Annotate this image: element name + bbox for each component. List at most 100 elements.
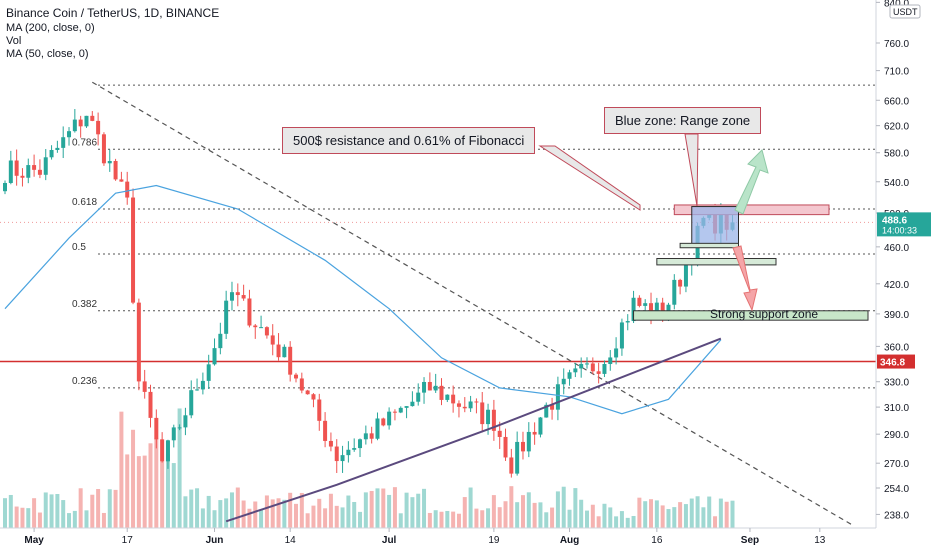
ma50-line [4,184,722,415]
volume-bar [20,507,25,528]
candle-body [142,381,147,392]
candle-body [404,406,409,408]
level-badge [877,354,915,369]
volume-bar [730,500,735,528]
indicator-vol[interactable]: Vol [6,35,22,47]
volume-bar [305,513,310,528]
candle-body [96,120,101,135]
volume-bar [701,507,706,528]
uptrend-line [225,337,722,523]
candle-body [235,292,240,296]
volume-bar [165,454,170,528]
candle-body [125,181,130,198]
volume-bar [67,513,72,528]
candle-body [165,440,170,462]
time-tick-label: 16 [651,535,663,546]
plot-left-area [0,0,98,528]
candle-body [200,380,205,390]
candle-body [148,391,153,418]
volume-bar [381,488,386,528]
time-tick-label: May [24,535,44,546]
price-axis[interactable] [876,0,932,550]
candle-body [247,298,252,326]
price-tick-label: 290.0 [884,430,909,441]
candle-body [14,160,19,176]
candle-body [72,119,77,132]
candle-body [276,344,281,358]
symbol-title[interactable]: Binance Coin / TetherUS, 1D, BINANCE [6,6,220,20]
volume-bar [468,487,473,528]
volume-bar [96,488,101,528]
candle-body [328,440,333,447]
candle-body [305,390,310,395]
volume-bar [491,495,496,528]
candle-body [78,119,83,127]
strong-support-zone[interactable] [633,310,869,321]
volume-bar [462,497,467,528]
time-tick-label: 17 [122,535,134,546]
candle-body [579,363,584,369]
candle-body [573,368,578,373]
volume-bar [125,454,130,528]
candle-body [253,325,258,328]
candle-body [544,404,549,418]
candle-body [567,372,572,379]
volume-bar [288,492,293,528]
currency-badge[interactable] [889,4,921,19]
fib-label-0.786: 0.786 [72,137,97,148]
volume-bar [334,505,339,528]
volume-bar [200,508,205,528]
last-price-badge [877,212,931,237]
candle-body [381,418,386,426]
candle-body [61,137,66,148]
volume-bar [346,495,351,528]
volume-bar [375,488,380,528]
volume-bar [90,494,95,528]
candle-body [119,179,124,182]
volume-bar [422,488,427,528]
volume-bar [131,429,136,528]
volume-bar [515,502,520,528]
candle-body [8,160,13,183]
volume-bar [78,488,83,528]
candle-body [643,303,648,306]
volume-bar [631,515,636,528]
volume-bar [294,503,298,528]
candle-body [229,292,234,301]
candle-body [334,446,339,462]
indicator-ma50[interactable]: MA (50, close, 0) [6,48,89,60]
candle-body [37,169,42,175]
volume-bar [707,496,712,528]
time-tick-label: 13 [814,535,826,546]
range-zone[interactable] [691,206,740,245]
time-tick-label: Jul [382,535,397,546]
candle-body [20,175,25,178]
fib-label-0.382: 0.382 [72,299,97,310]
candle-body [456,403,461,407]
candle-body [131,197,136,303]
candle-body [183,415,188,428]
volume-bar [195,488,200,528]
volume-bar [136,456,141,528]
volume-bar [433,510,438,528]
volume-bar [171,463,176,528]
volume-bar [270,499,275,528]
volume-bar [282,499,287,528]
candle-body [416,392,421,402]
candle-body [392,411,397,413]
volume-bar [101,512,106,528]
candle-body [637,297,642,306]
volume-bar [660,505,665,528]
time-axis[interactable] [0,528,876,550]
candle-body [270,335,275,345]
volume-bar [602,503,607,528]
candle-body [538,417,543,435]
volume-bar [206,495,211,528]
resistance-zone [673,204,830,216]
candle-body [171,427,176,441]
volume-bar [177,408,182,528]
candle-body [113,160,118,180]
indicator-ma200[interactable]: MA (200, close, 0) [6,22,95,34]
